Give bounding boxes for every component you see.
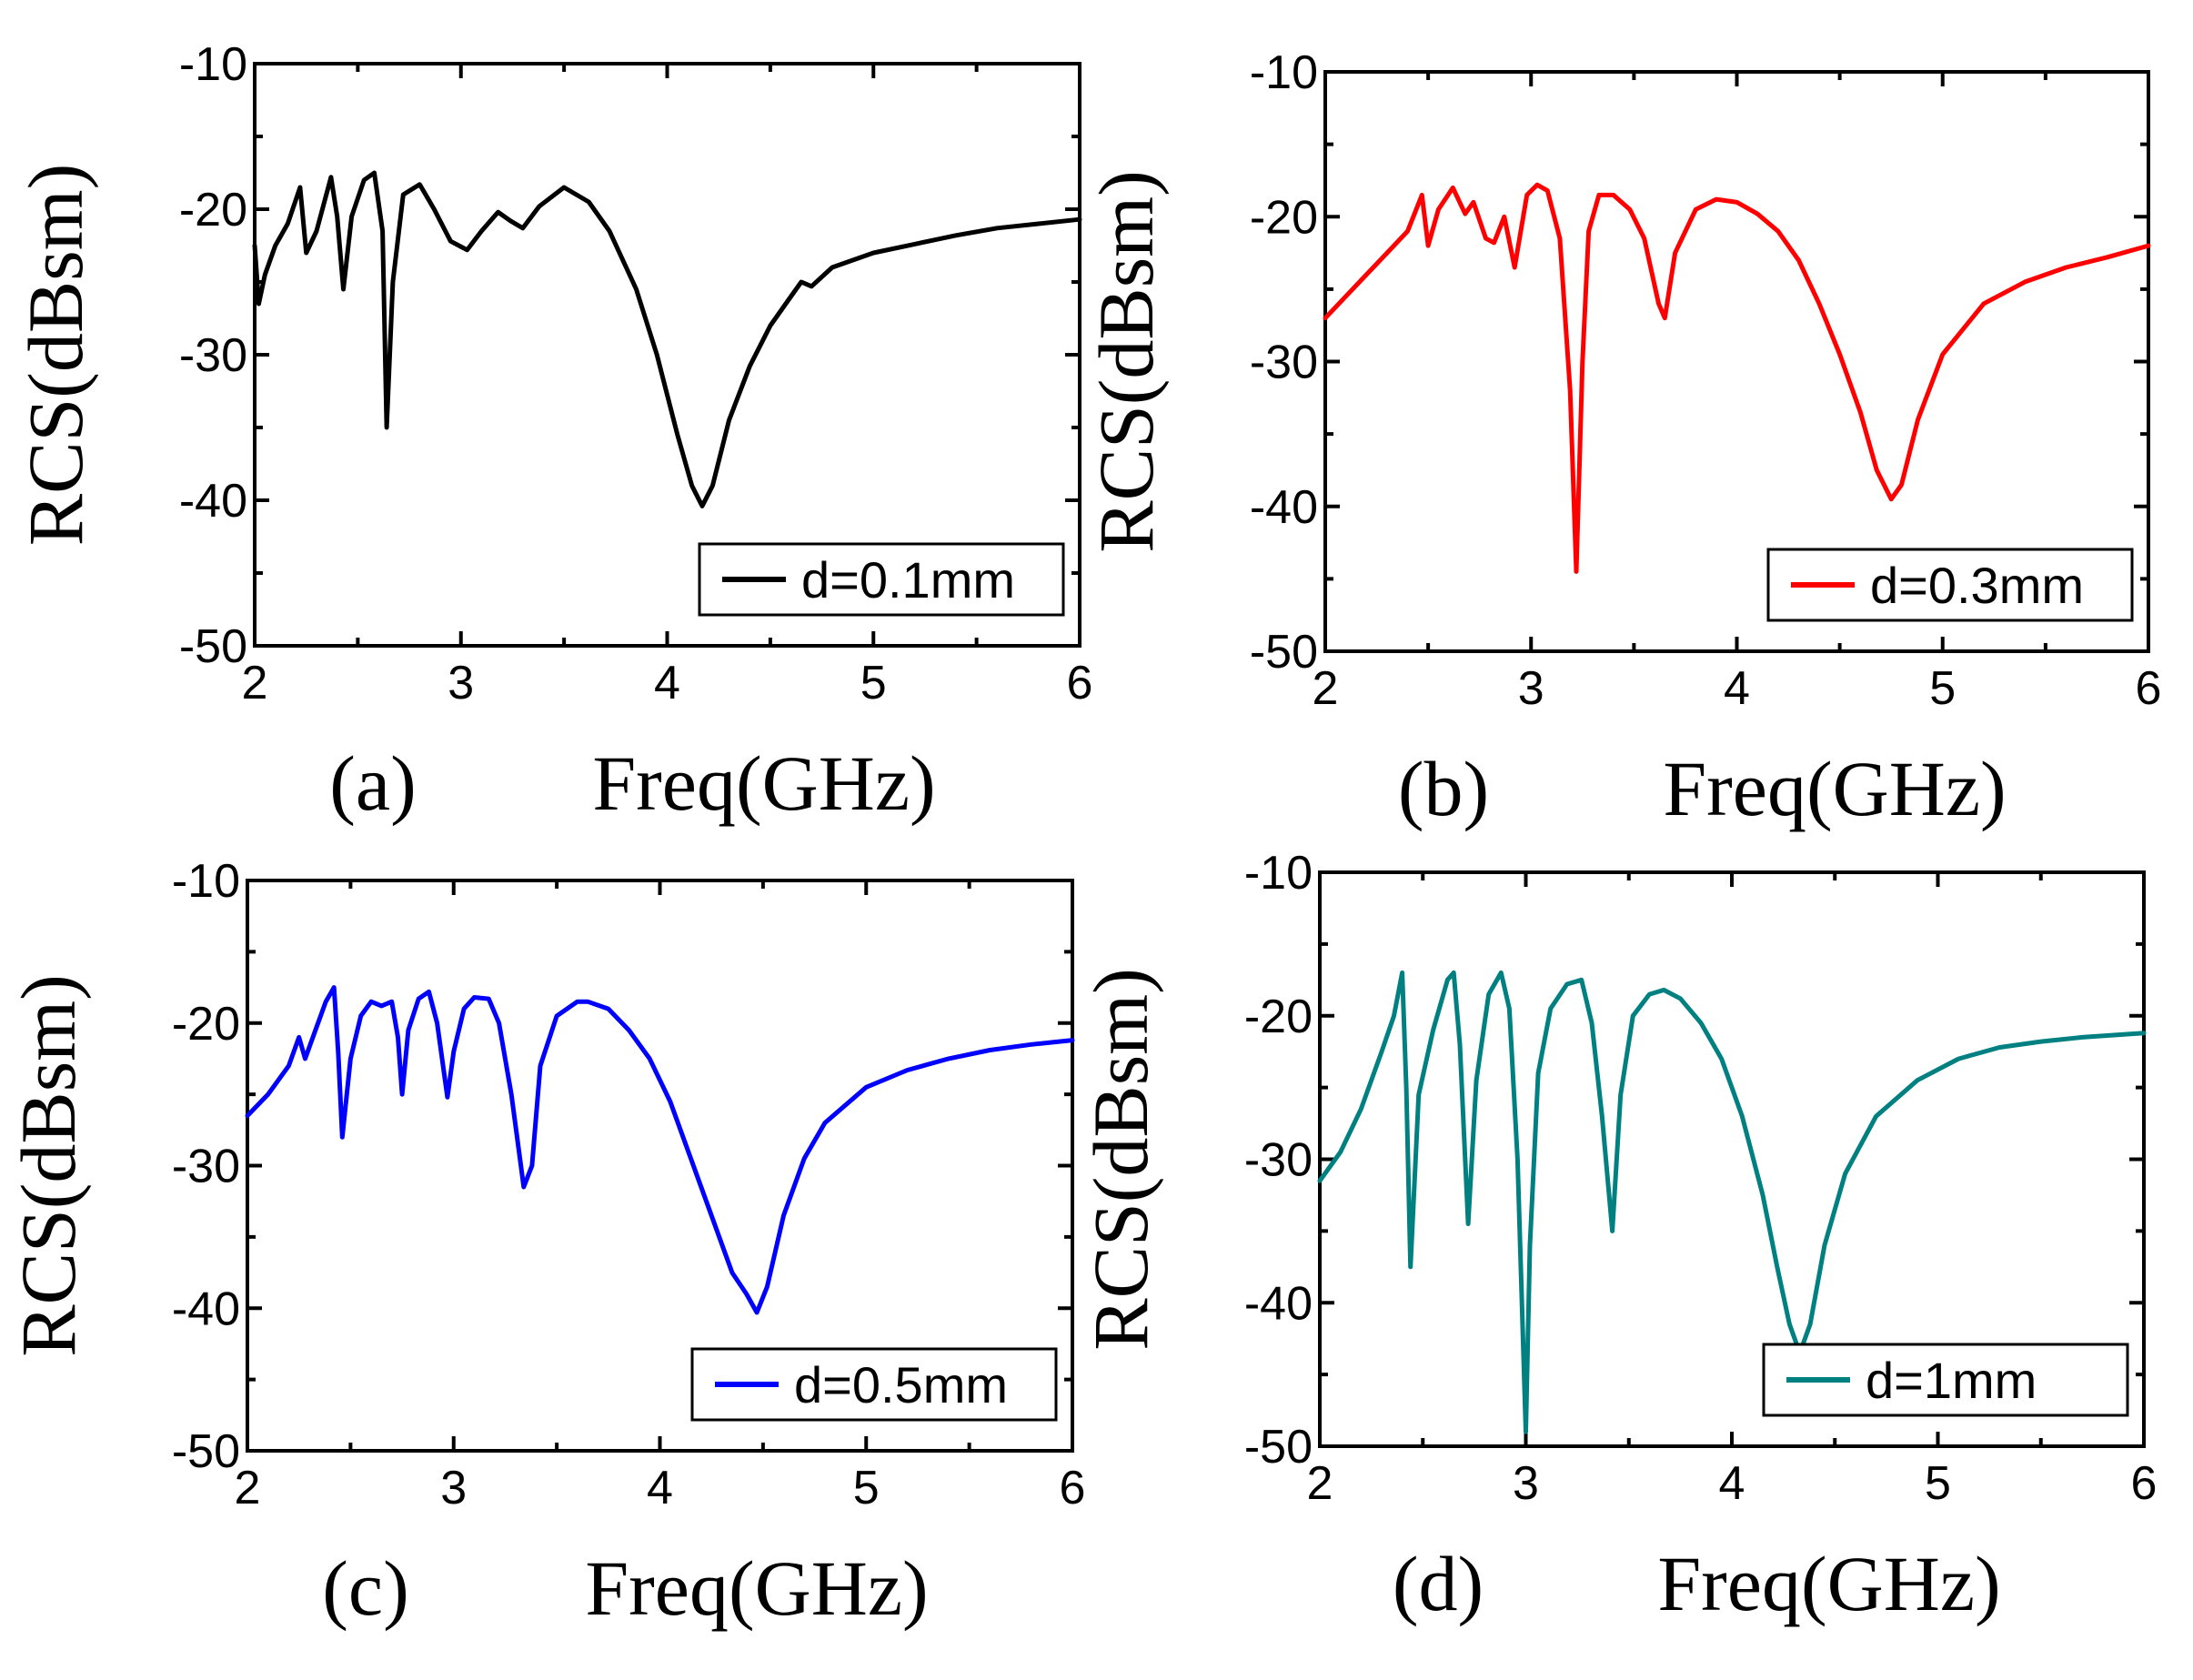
y-tick-label: -40 <box>172 1283 240 1335</box>
y-tick-label: -10 <box>1244 847 1313 900</box>
legend-label: d=0.1mm <box>801 551 1015 609</box>
y-tick-label: -30 <box>1250 337 1318 389</box>
legend-label: d=1mm <box>1866 1352 2037 1409</box>
x-tick-label: 2 <box>1307 1457 1333 1510</box>
chart-panel-1: 2 3 4 5 6 -10 -20 -30 -40 -50 RCS(dBsm) (b) Freq(GHz… <box>1082 46 2161 832</box>
y-tick-label: -20 <box>172 998 240 1051</box>
x-axis-label: Freq(GHz) <box>592 739 935 827</box>
x-tick-label: 5 <box>1929 662 1956 715</box>
panel-label: (c) <box>322 1544 408 1632</box>
legend-label: d=0.3mm <box>1870 557 2084 614</box>
y-axis-label: RCS(dBsm) <box>1082 170 1170 553</box>
x-tick-label: 4 <box>647 1462 673 1514</box>
x-tick-label: 5 <box>853 1462 880 1514</box>
y-tick-label: -50 <box>172 1425 240 1478</box>
y-tick-label: -20 <box>179 184 247 236</box>
y-tick-label: -20 <box>1250 191 1318 244</box>
y-tick-label: -10 <box>179 38 247 91</box>
y-axis-label: RCS(dBsm) <box>1077 968 1164 1351</box>
x-axis-label: Freq(GHz) <box>585 1544 928 1632</box>
y-tick-label: -30 <box>1244 1134 1313 1187</box>
x-tick-label: 5 <box>860 657 887 709</box>
x-tick-label: 6 <box>1060 1462 1086 1514</box>
chart-panel-3: 2 3 4 5 6 -10 -20 -30 -40 -50 RCS(dBsm) (d) Freq(GHz… <box>1077 847 2157 1627</box>
x-tick-label: 3 <box>448 657 474 709</box>
chart-panel-0: 2 3 4 5 6 -10 -20 -30 -40 -50 RCS(dBsm) (a) Freq(GHz… <box>12 38 1092 827</box>
y-tick-label: -30 <box>172 1141 240 1193</box>
x-tick-label: 6 <box>2136 662 2162 715</box>
y-tick-label: -40 <box>1244 1277 1313 1330</box>
x-tick-label: 2 <box>1313 662 1339 715</box>
x-tick-label: 6 <box>1067 657 1093 709</box>
x-tick-label: 4 <box>1719 1457 1745 1510</box>
y-axis-label: RCS(dBsm) <box>5 974 92 1357</box>
chart-panel-2: 2 3 4 5 6 -10 -20 -30 -40 -50 RCS(dBsm) (c) Freq(GHz… <box>5 855 1085 1632</box>
y-axis-label: RCS(dBsm) <box>12 164 99 547</box>
series-line-d=1mm <box>1317 970 2147 1434</box>
x-tick-label: 3 <box>1513 1457 1539 1510</box>
x-tick-label: 6 <box>2131 1457 2158 1510</box>
y-tick-label: -10 <box>1250 46 1318 99</box>
panel-label: (b) <box>1398 745 1489 832</box>
y-tick-label: -50 <box>1244 1421 1313 1474</box>
y-tick-label: -40 <box>179 475 247 528</box>
y-tick-label: -50 <box>179 620 247 673</box>
series-line-d=0.1mm <box>252 170 1082 508</box>
x-axis-label: Freq(GHz) <box>1663 745 2006 832</box>
panel-label: (d) <box>1393 1540 1484 1627</box>
x-tick-label: 3 <box>440 1462 467 1514</box>
y-tick-label: -10 <box>172 855 240 908</box>
series-line-d=0.5mm <box>245 985 1075 1315</box>
x-tick-label: 4 <box>654 657 680 709</box>
x-tick-label: 5 <box>1925 1457 1951 1510</box>
x-tick-label: 4 <box>1724 662 1750 715</box>
legend-label: d=0.5mm <box>794 1356 1008 1413</box>
series-line-d=0.3mm <box>1323 182 2151 574</box>
y-tick-label: -30 <box>179 329 247 382</box>
x-axis-label: Freq(GHz) <box>1657 1540 2000 1627</box>
y-tick-label: -50 <box>1250 626 1318 679</box>
x-tick-label: 3 <box>1518 662 1544 715</box>
y-tick-label: -20 <box>1244 991 1313 1043</box>
x-tick-label: 2 <box>235 1462 261 1514</box>
y-tick-label: -40 <box>1250 481 1318 534</box>
x-tick-label: 2 <box>242 657 268 709</box>
panel-label: (a) <box>329 739 416 827</box>
